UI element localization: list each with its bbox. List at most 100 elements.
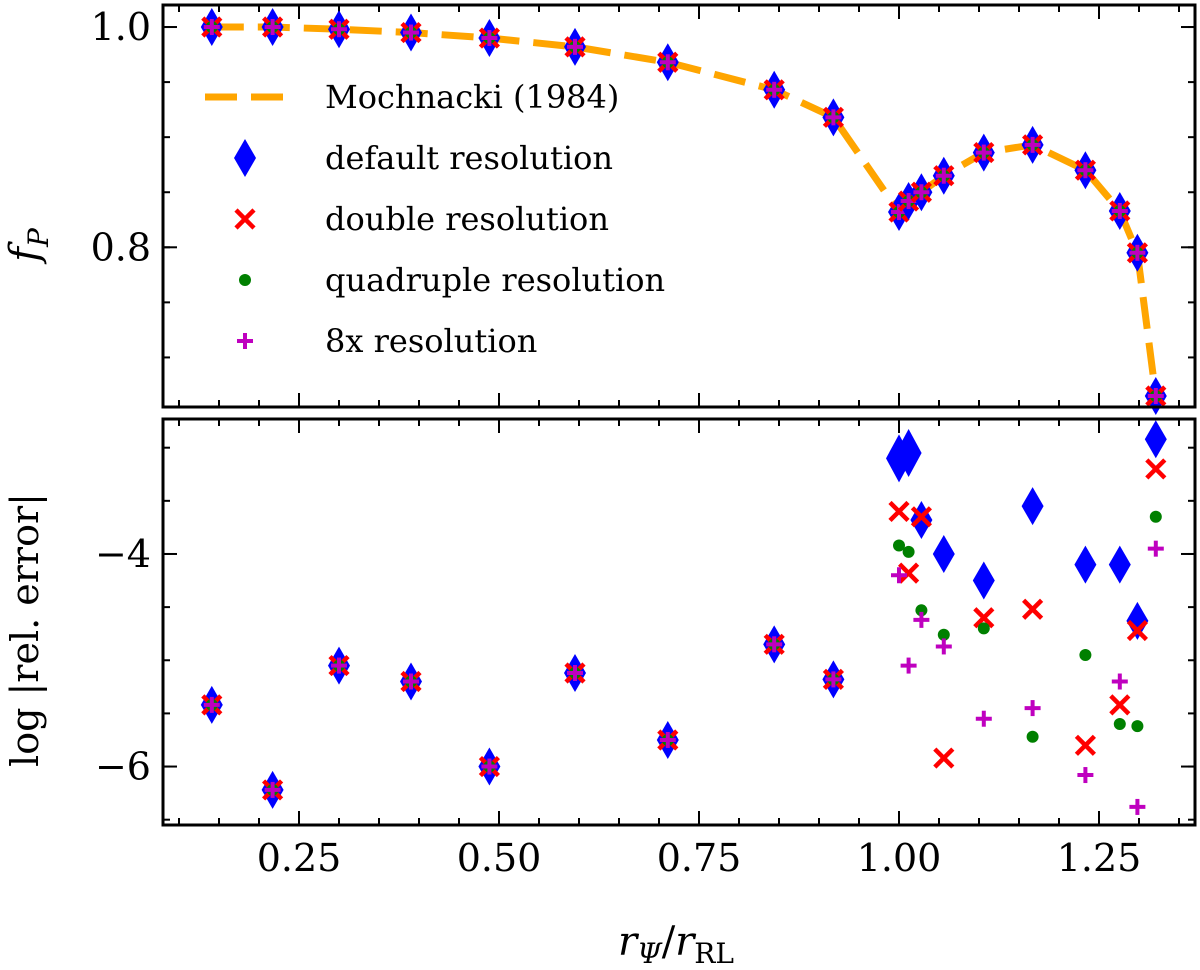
double-resolution-stroke <box>1145 458 1167 480</box>
eight-resolution-point <box>331 657 347 674</box>
eight-resolution-point <box>975 144 992 161</box>
eight-resolution-point <box>331 21 347 38</box>
eight-resolution-point <box>1111 673 1128 690</box>
bottom-ytick-labels: −6 −4 <box>95 532 151 789</box>
eight-resolution-point <box>567 38 583 55</box>
y-tick-label: 1.0 <box>91 5 151 49</box>
eight-resolution-point <box>766 636 783 653</box>
eight-resolution-point <box>203 696 220 713</box>
eight-resolution-point <box>935 167 952 184</box>
eight-resolution-point <box>264 781 281 798</box>
quadruple-resolution-point <box>915 604 928 617</box>
top-ytick-labels: 0.8 1.0 <box>91 5 151 269</box>
double-resolution-stroke <box>1126 619 1148 642</box>
legend: Mochnacki (1984) default resolution double… <box>205 78 665 360</box>
quadruple-resolution-point <box>1026 730 1039 743</box>
eight-resolution-point <box>825 109 842 126</box>
legend-label: default resolution <box>325 139 613 177</box>
bottom-xtick-labels: 0.25 0.50 0.75 1.00 1.25 <box>257 836 1142 880</box>
legend-label: Mochnacki (1984) <box>325 78 619 116</box>
double-resolution-stroke <box>898 562 920 584</box>
default-resolution-point <box>972 561 995 600</box>
eight-resolution-point <box>659 731 676 748</box>
default-resolution-point <box>1074 545 1097 584</box>
eight-resolution-point <box>935 638 952 655</box>
quadruple-resolution-point <box>1079 648 1092 661</box>
quadruple-resolution-point <box>239 274 251 286</box>
x-tick-label: 0.50 <box>457 836 542 880</box>
bottom-ylabel: log |rel. error| <box>3 493 47 767</box>
x-tick-label: 0.25 <box>257 836 342 880</box>
eight-resolution-point <box>891 567 907 584</box>
top-markers <box>200 8 1167 415</box>
double-resolution-stroke <box>1074 734 1096 756</box>
double-resolution-stroke <box>973 607 995 629</box>
default-resolution-point <box>895 429 922 478</box>
double-resolution-stroke <box>1109 694 1131 716</box>
double-resolution-point <box>888 500 910 523</box>
quadruple-resolution-point <box>893 539 905 552</box>
y-tick-label: −4 <box>95 532 151 576</box>
eight-resolution-point <box>659 54 676 71</box>
eight-resolution-point <box>481 30 498 47</box>
legend-label: 8x resolution <box>325 322 537 360</box>
eight-resolution-point <box>766 81 783 98</box>
legend-label: double resolution <box>325 200 609 238</box>
double-resolution-stroke <box>910 506 932 528</box>
quadruple-resolution-point <box>977 622 990 635</box>
x-tick-label: 0.75 <box>657 836 742 880</box>
double-resolution-point <box>973 607 995 629</box>
bottom-ticks <box>163 419 1195 825</box>
double-resolution-point <box>1022 598 1044 620</box>
eight-resolution-point <box>567 665 583 682</box>
default-resolution-point <box>1144 420 1167 459</box>
quadruple-resolution-point <box>1131 720 1144 733</box>
default-resolution-point <box>932 534 955 573</box>
bottom-xlabel: rΨ/rRL <box>618 919 734 970</box>
eight-resolution-point <box>1129 798 1146 815</box>
y-tick-label: 0.8 <box>91 225 151 269</box>
legend-label: quadruple resolution <box>325 261 665 299</box>
eight-resolution-point <box>237 333 253 349</box>
x-tick-label: 1.25 <box>1057 836 1142 880</box>
double-resolution-stroke <box>234 208 256 230</box>
quadruple-resolution-point <box>1113 718 1126 731</box>
eight-resolution-point <box>403 673 419 690</box>
quadruple-resolution-point <box>902 545 915 558</box>
eight-resolution-point <box>825 671 842 688</box>
eight-resolution-point <box>913 611 930 628</box>
default-resolution-point <box>1108 545 1131 584</box>
eight-resolution-point <box>900 657 917 674</box>
bottom-panel: −6 −4 0.25 0.50 0.75 1.00 1.25 log |rel. erro… <box>3 417 1197 970</box>
default-resolution-point <box>1021 487 1044 526</box>
default-resolution-point <box>234 139 256 177</box>
eight-resolution-point <box>1077 767 1094 784</box>
eight-resolution-point <box>1129 244 1146 261</box>
eight-resolution-point <box>1147 540 1164 557</box>
eight-resolution-point <box>203 19 220 36</box>
eight-resolution-point <box>1077 162 1094 179</box>
eight-resolution-point <box>481 758 498 775</box>
double-resolution-point <box>910 506 932 528</box>
quadruple-resolution-point <box>1149 510 1162 523</box>
top-axes-frame <box>161 3 1197 409</box>
bottom-axes-frame <box>161 417 1197 827</box>
eight-resolution-point <box>913 184 930 201</box>
quadruple-resolution-point <box>937 628 950 641</box>
double-resolution-point <box>1145 458 1167 480</box>
y-tick-label: −6 <box>95 745 151 789</box>
eight-resolution-point <box>975 710 992 727</box>
double-resolution-stroke <box>933 747 955 769</box>
double-resolution-stroke <box>1022 598 1044 620</box>
double-resolution-point <box>898 562 920 584</box>
double-resolution-point <box>1074 734 1096 756</box>
bottom-markers <box>200 420 1167 815</box>
eight-resolution-point <box>1147 387 1164 404</box>
double-resolution-point <box>1126 619 1148 642</box>
x-tick-label: 1.00 <box>857 836 942 880</box>
top-panel: 0.8 1.0 fP Mochnacki (1984) default resolu… <box>2 3 1197 415</box>
top-ylabel: fP <box>2 227 55 265</box>
double-resolution-point <box>234 208 256 230</box>
eight-resolution-point <box>1024 700 1041 717</box>
